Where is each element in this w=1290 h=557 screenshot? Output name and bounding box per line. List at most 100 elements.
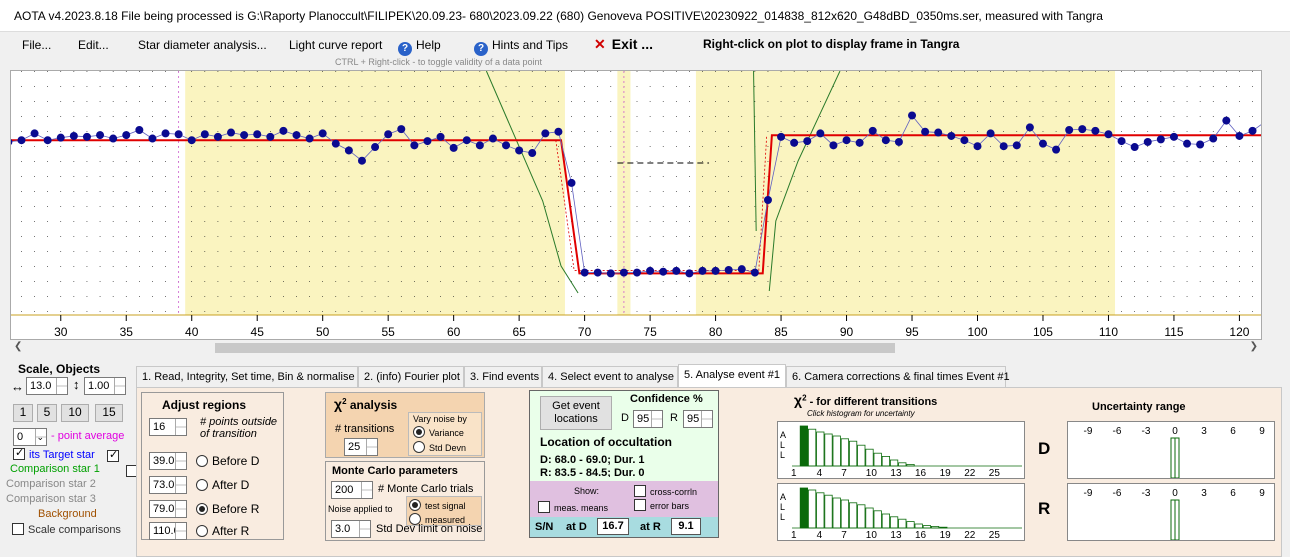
measured-option[interactable]: measured [409,513,465,525]
data-point [528,149,537,158]
measured-radio[interactable] [409,513,421,525]
r-histogram[interactable]: A L L 1 4 7 10 13 16 19 22 25 [777,483,1025,541]
data-point [253,130,262,139]
data-point [384,130,393,139]
menu-edit[interactable]: Edit... [78,38,109,52]
before-d-radio[interactable] [196,455,208,467]
scale-comparisons-checkbox[interactable] [12,523,24,535]
confidence-r-input[interactable]: 95 [683,410,713,428]
points-outside-input[interactable]: 16 [149,418,187,436]
histogram-tick-label: 10 [866,468,878,478]
variance-option[interactable]: Variance [413,426,464,438]
d-histogram[interactable]: A L L 1 4 7 10 13 16 19 22 25 [777,421,1025,479]
histogram-bar [807,428,817,467]
menu-star-diameter[interactable]: Star diameter analysis... [138,38,267,52]
tab-select-event[interactable]: 4. Select event to analyse [542,366,678,388]
histogram-tick-label: 16 [915,468,927,478]
test-signal-option[interactable]: test signal [409,499,466,511]
menu-exit-label: Exit ... [611,36,653,52]
cross-corrln-option[interactable]: cross-corrln [634,485,697,497]
scale-comparisons-row: Scale comparisons [12,523,121,536]
tab-find-events[interactable]: 3. Find events [464,366,542,388]
zoom-1-button[interactable]: 1 [13,404,33,422]
light-curve-svg[interactable]: 30 35 40 45 50 55 60 65 70 75 80 85 90 95 100 105 110 115… [11,71,1262,340]
sn-group: S/N at D 16.7 at R 9.1 [530,517,718,537]
window-title: AOTA v4.2023.8.18 File being processed i… [0,0,1290,32]
tab-read-integrity[interactable]: 1. Read, Integrity, Set time, Bin & norm… [136,366,358,388]
tab-camera-corrections[interactable]: 6. Camera corrections & final times Even… [786,366,1010,388]
after-r-radio[interactable] [196,525,208,537]
before-r-input[interactable]: 79.0 [149,500,187,518]
error-bars-option[interactable]: error bars [634,499,689,511]
variance-radio[interactable] [413,426,425,438]
data-point [475,141,484,150]
error-bars-checkbox[interactable] [634,499,646,511]
before-r-option[interactable]: Before R [196,502,259,516]
menu-exit[interactable]: ✕ Exit ... [594,36,653,53]
zoom-10-button[interactable]: 10 [61,404,89,422]
histogram-hint: Click histogram for uncertainty [807,409,915,418]
monte-carlo-trials-input[interactable]: 200 [331,481,373,499]
after-r-input[interactable]: 110.0 [149,522,187,540]
plot-horizontal-scrollbar[interactable]: ❮ ❯ [10,340,1262,356]
data-point [43,136,52,145]
before-r-radio[interactable] [196,503,208,515]
chi2-analysis-title: χ2 analysis [334,396,397,412]
menu-help[interactable]: ? Help [398,38,441,56]
transitions-input[interactable]: 25 [344,438,378,456]
std-dev-limit-input[interactable]: 3.0 [331,520,371,538]
scrollbar-thumb[interactable] [215,343,895,353]
after-d-radio[interactable] [196,479,208,491]
histogram-bar [881,456,890,467]
before-d-option[interactable]: Before D [196,454,259,468]
target-star-checkbox[interactable] [107,448,119,462]
histogram-bar [840,499,850,529]
before-d-region [185,71,565,315]
noise-applied-label: Noise applied to [328,504,393,514]
data-point [1248,126,1257,135]
vary-noise-group: Vary noise by Variance Std Devn [408,412,482,456]
std-devn-option[interactable]: Std Devn [413,441,466,453]
zoom-15-button[interactable]: 15 [95,404,123,422]
data-point [371,143,380,152]
scale-y-input[interactable]: 1.00 [84,377,126,395]
green-r-curve [768,71,841,292]
scroll-right-icon[interactable]: ❯ [1249,341,1258,352]
scale-title: Scale, Objects [18,362,101,376]
scale-x-input[interactable]: 13.0 [26,377,68,395]
menu-light-curve-report[interactable]: Light curve report [289,38,383,52]
data-point [305,134,314,143]
meas-means-option[interactable]: meas. means [538,501,608,513]
after-d-option[interactable]: After D [196,478,249,492]
after-d-input[interactable]: 73.0 [149,476,187,494]
scale-comparisons-label: Scale comparisons [28,524,121,536]
data-point [1052,145,1061,154]
data-point [1143,137,1152,146]
meas-means-checkbox[interactable] [538,501,550,513]
after-r-option[interactable]: After R [196,524,249,538]
tab-fourier-plot[interactable]: 2. (info) Fourier plot [358,366,464,388]
scale-objects-panel: Scale, Objects ↔ 13.0 ↕ 1.00 1 5 10 15 0… [0,360,197,557]
light-curve-plot[interactable]: 30 35 40 45 50 55 60 65 70 75 80 85 90 95 100 105 110 115… [10,70,1262,340]
point-average-select[interactable]: 0 ⌄ [13,428,47,446]
zoom-5-button[interactable]: 5 [37,404,57,422]
x-tick-label: 35 [120,325,134,339]
target-star-show-checkbox[interactable] [13,446,25,460]
get-event-locations-button[interactable]: Get event locations [540,396,612,430]
std-devn-radio[interactable] [413,441,425,453]
data-point [1091,126,1100,135]
scroll-left-icon[interactable]: ❮ [14,341,23,352]
cross-corrln-checkbox[interactable] [634,485,646,497]
tab-analyse-event[interactable]: 5. Analyse event #1 [678,364,786,388]
menu-hints[interactable]: ? Hints and Tips [474,38,568,56]
confidence-d-input[interactable]: 95 [633,410,663,428]
before-d-input[interactable]: 39.0 [149,452,187,470]
menu-file[interactable]: File... [22,38,52,52]
data-point [82,132,91,141]
data-point [187,136,196,145]
test-signal-radio[interactable] [409,499,421,511]
chi2-sup: 2 [342,397,347,406]
green-d-curve [485,71,579,294]
